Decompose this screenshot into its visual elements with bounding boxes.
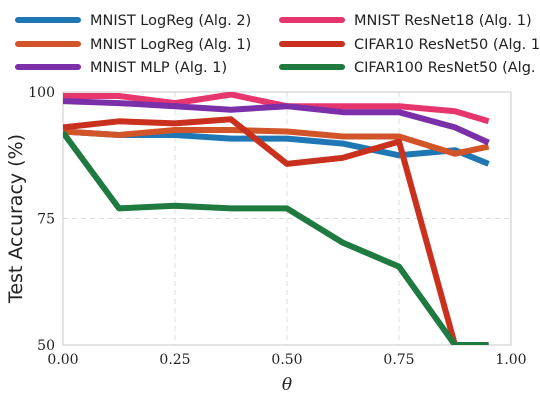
y-tick-label: 100 — [28, 85, 55, 101]
plot-frame — [62, 91, 512, 346]
series-lines — [63, 92, 490, 345]
legend-label: MNIST LogReg (Alg. 2) — [90, 13, 251, 29]
legend-item: MNIST LogReg (Alg. 1) — [15, 37, 251, 53]
series-line-5 — [63, 130, 489, 345]
legend-label: MNIST MLP (Alg. 1) — [90, 60, 227, 76]
x-tick-label: 0.75 — [383, 352, 414, 368]
y-tick-label: 75 — [37, 212, 55, 228]
legend-item: CIFAR10 ResNet50 (Alg. 1) — [279, 37, 540, 53]
series-line-3 — [63, 116, 489, 345]
x-tick-labels: 0.00 0.25 0.50 0.75 1.00 — [47, 352, 526, 368]
legend-label: CIFAR10 ResNet50 (Alg. 1) — [354, 37, 540, 53]
x-tick-label: 0.00 — [47, 352, 78, 368]
x-axis-label: θ — [282, 375, 292, 395]
legend-label: MNIST ResNet18 (Alg. 1) — [354, 13, 532, 29]
legend-item: MNIST ResNet18 (Alg. 1) — [279, 13, 532, 29]
legend-label: MNIST LogReg (Alg. 1) — [90, 37, 251, 53]
legend-item: MNIST MLP (Alg. 1) — [15, 60, 227, 76]
x-tick-label: 1.00 — [495, 352, 526, 368]
x-tick-label: 0.25 — [159, 352, 190, 368]
y-axis-label: Test Accuracy (%) — [5, 134, 27, 304]
legend-item: MNIST LogReg (Alg. 2) — [15, 13, 251, 29]
y-tick-label: 50 — [37, 338, 55, 354]
series-line-4 — [63, 98, 490, 146]
x-tick-label: 0.50 — [271, 352, 302, 368]
series-line-2 — [63, 127, 490, 157]
legend: MNIST LogReg (Alg. 2) MNIST ResNet18 (Alg… — [15, 13, 540, 76]
legend-label: CIFAR100 ResNet50 (Alg. 1) — [354, 60, 540, 76]
y-tick-labels: 50 75 100 — [28, 85, 55, 354]
legend-item: CIFAR100 ResNet50 (Alg. 1) — [279, 60, 540, 76]
